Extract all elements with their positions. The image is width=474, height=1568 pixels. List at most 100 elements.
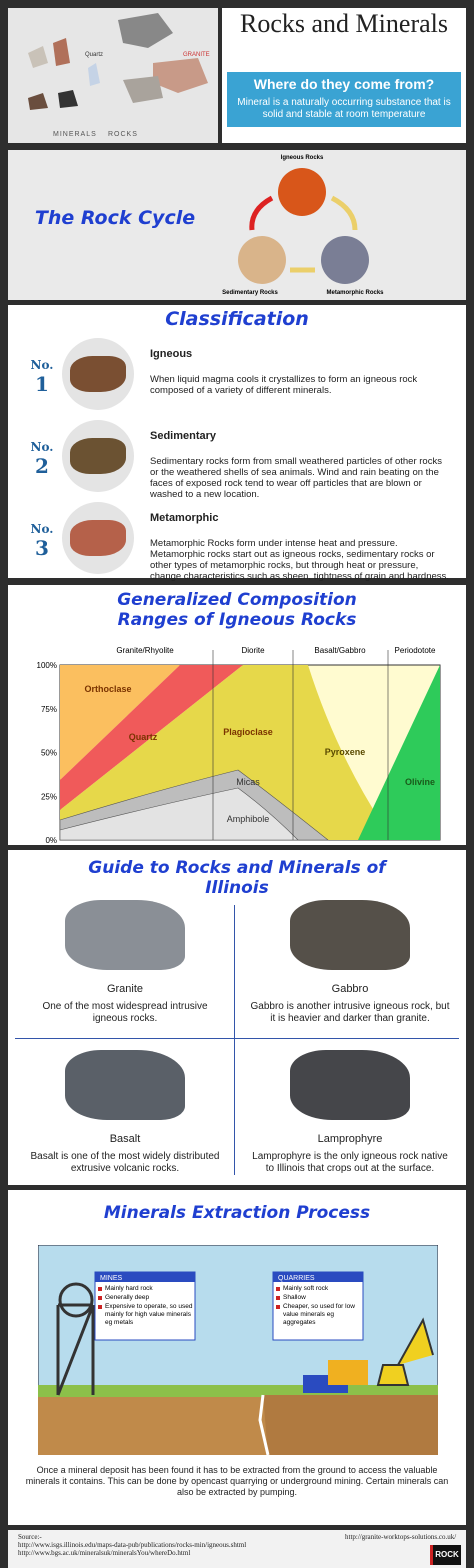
rock	[58, 90, 78, 108]
section-title: Minerals Extraction Process	[103, 1203, 371, 1223]
bullet	[98, 1296, 102, 1300]
region	[358, 665, 440, 840]
rock-image	[290, 900, 410, 970]
header-rocks: Quartz GRANITE MINERALS ROCKS	[28, 13, 210, 138]
fault	[258, 1394, 270, 1455]
list-item: Cheaper, so used for low value minerals …	[276, 1303, 361, 1327]
divider	[15, 1038, 459, 1039]
rock	[53, 38, 70, 66]
section-title: The Rock Cycle	[34, 207, 196, 229]
rock-image	[70, 520, 126, 556]
arrow	[249, 195, 274, 231]
question: Where do they come from?	[253, 76, 435, 92]
footer	[8, 1530, 466, 1568]
label: MINERALS	[53, 131, 97, 138]
number: 3	[35, 536, 49, 560]
truck-bed	[328, 1360, 368, 1385]
rock-text: When liquid magma cools it crystallizes …	[150, 374, 418, 396]
region-label: Micas	[236, 777, 260, 787]
mines-header	[95, 1272, 195, 1282]
section-title: Classification	[165, 308, 309, 330]
rock-image	[65, 1050, 185, 1120]
number: 1	[35, 372, 49, 396]
column-label: Granite/Rhyolite	[116, 646, 174, 655]
rock-name: Igneous	[150, 348, 193, 360]
number-label: No.	[30, 358, 54, 372]
rock-text: Sedimentary rocks form from small weathe…	[150, 456, 442, 500]
rock	[153, 58, 208, 93]
rock	[123, 76, 163, 103]
metamorphic-image	[321, 236, 369, 284]
quarries-box	[272, 1271, 364, 1341]
rock-name: Lamprophyre	[317, 1133, 383, 1145]
number-label: No.	[30, 440, 54, 454]
rock-cycle-diagram: Igneous Rocks Sedimentary Rocks Metamorp…	[222, 155, 384, 296]
rock-name: Metamorphic	[150, 512, 219, 524]
igneous-image	[278, 168, 326, 216]
mines-list: Mainly hard rock Generally deep Expensive …	[98, 1285, 193, 1328]
box-heading: MINES	[100, 1275, 123, 1282]
region-label: Olivine	[405, 777, 435, 787]
quarries-header	[273, 1272, 363, 1282]
bullet	[98, 1305, 102, 1309]
list-item: Generally deep	[98, 1294, 193, 1302]
sedimentary-image	[238, 236, 286, 284]
column-label: Basalt/Gabbro	[314, 646, 366, 655]
headframe	[56, 1303, 95, 1396]
rock-name: Gabbro	[331, 983, 369, 995]
box-heading: QUARRIES	[278, 1275, 315, 1282]
section-title: Guide to Rocks and Minerals of Illinois	[88, 858, 386, 898]
list-item: Shallow	[276, 1294, 361, 1302]
number-label: No.	[30, 522, 54, 536]
section-title: Generalized Composition Ranges of Igneous…	[8, 590, 466, 630]
number: 2	[35, 454, 49, 478]
label: Quartz	[85, 52, 103, 58]
region-label: Amphibole	[227, 814, 270, 824]
y-tick-label: 100%	[37, 661, 57, 670]
rock-cycle-panel	[8, 150, 466, 300]
rock	[88, 63, 100, 86]
composition-diagram: Granite/Rhyolite Diorite Basalt/Gabbro Peri…	[37, 646, 441, 845]
title-line: Generalized Composition	[117, 590, 357, 610]
rock-image	[290, 1050, 410, 1120]
region-label: Pyroxene	[325, 747, 366, 757]
rock-text: One of the most widespread intrusive ign…	[42, 1001, 208, 1024]
rock	[28, 93, 48, 110]
site: http://granite-worktops-solutions.co.uk/	[345, 1533, 457, 1541]
rock	[118, 13, 173, 48]
rock	[28, 46, 48, 68]
quarry	[263, 1395, 438, 1455]
label: ROCKS	[108, 131, 138, 138]
source: http://www.bgs.ac.uk/mineralsuk/minerals…	[18, 1549, 191, 1557]
region-label: Orthoclase	[84, 684, 131, 694]
arrow	[330, 195, 358, 231]
title-line: Ranges of Igneous Rocks	[117, 610, 357, 630]
quarries-list: Mainly soft rock Shallow Cheaper, so used …	[276, 1285, 361, 1328]
bullet	[98, 1287, 102, 1291]
list-item: Mainly soft rock	[276, 1285, 361, 1293]
rock-name: Sedimentary	[150, 430, 217, 442]
extraction-scene: MINES QUARRIES	[38, 1245, 438, 1455]
rock-text: Basalt is one of the most widely distrib…	[30, 1151, 220, 1174]
source: http://www.isgs.illinois.edu/maps-data-p…	[18, 1541, 247, 1549]
label: GRANITE	[183, 52, 210, 58]
wheel	[58, 1282, 94, 1318]
column-label: Periodotote	[395, 646, 436, 655]
region-label: Quartz	[129, 732, 158, 742]
node-label: Metamorphic Rocks	[326, 290, 384, 296]
bullet	[276, 1296, 280, 1300]
source-label: Source:-	[18, 1533, 42, 1541]
rock-text: Lamprophyre is the only igneous rock nat…	[252, 1151, 448, 1174]
extraction-text: Once a mineral deposit has been found it…	[25, 1465, 449, 1497]
rock-name: Basalt	[109, 1133, 141, 1145]
title: Rocks and Minerals	[240, 9, 448, 38]
rock-name: Granite	[106, 983, 144, 995]
bullet	[276, 1305, 280, 1309]
node-label: Sedimentary Rocks	[222, 290, 278, 296]
divider	[234, 905, 235, 1175]
y-tick-label: 25%	[41, 792, 57, 801]
excavator	[376, 1317, 434, 1386]
logo: ROCK	[430, 1545, 461, 1565]
y-tick-label: 50%	[41, 749, 57, 758]
